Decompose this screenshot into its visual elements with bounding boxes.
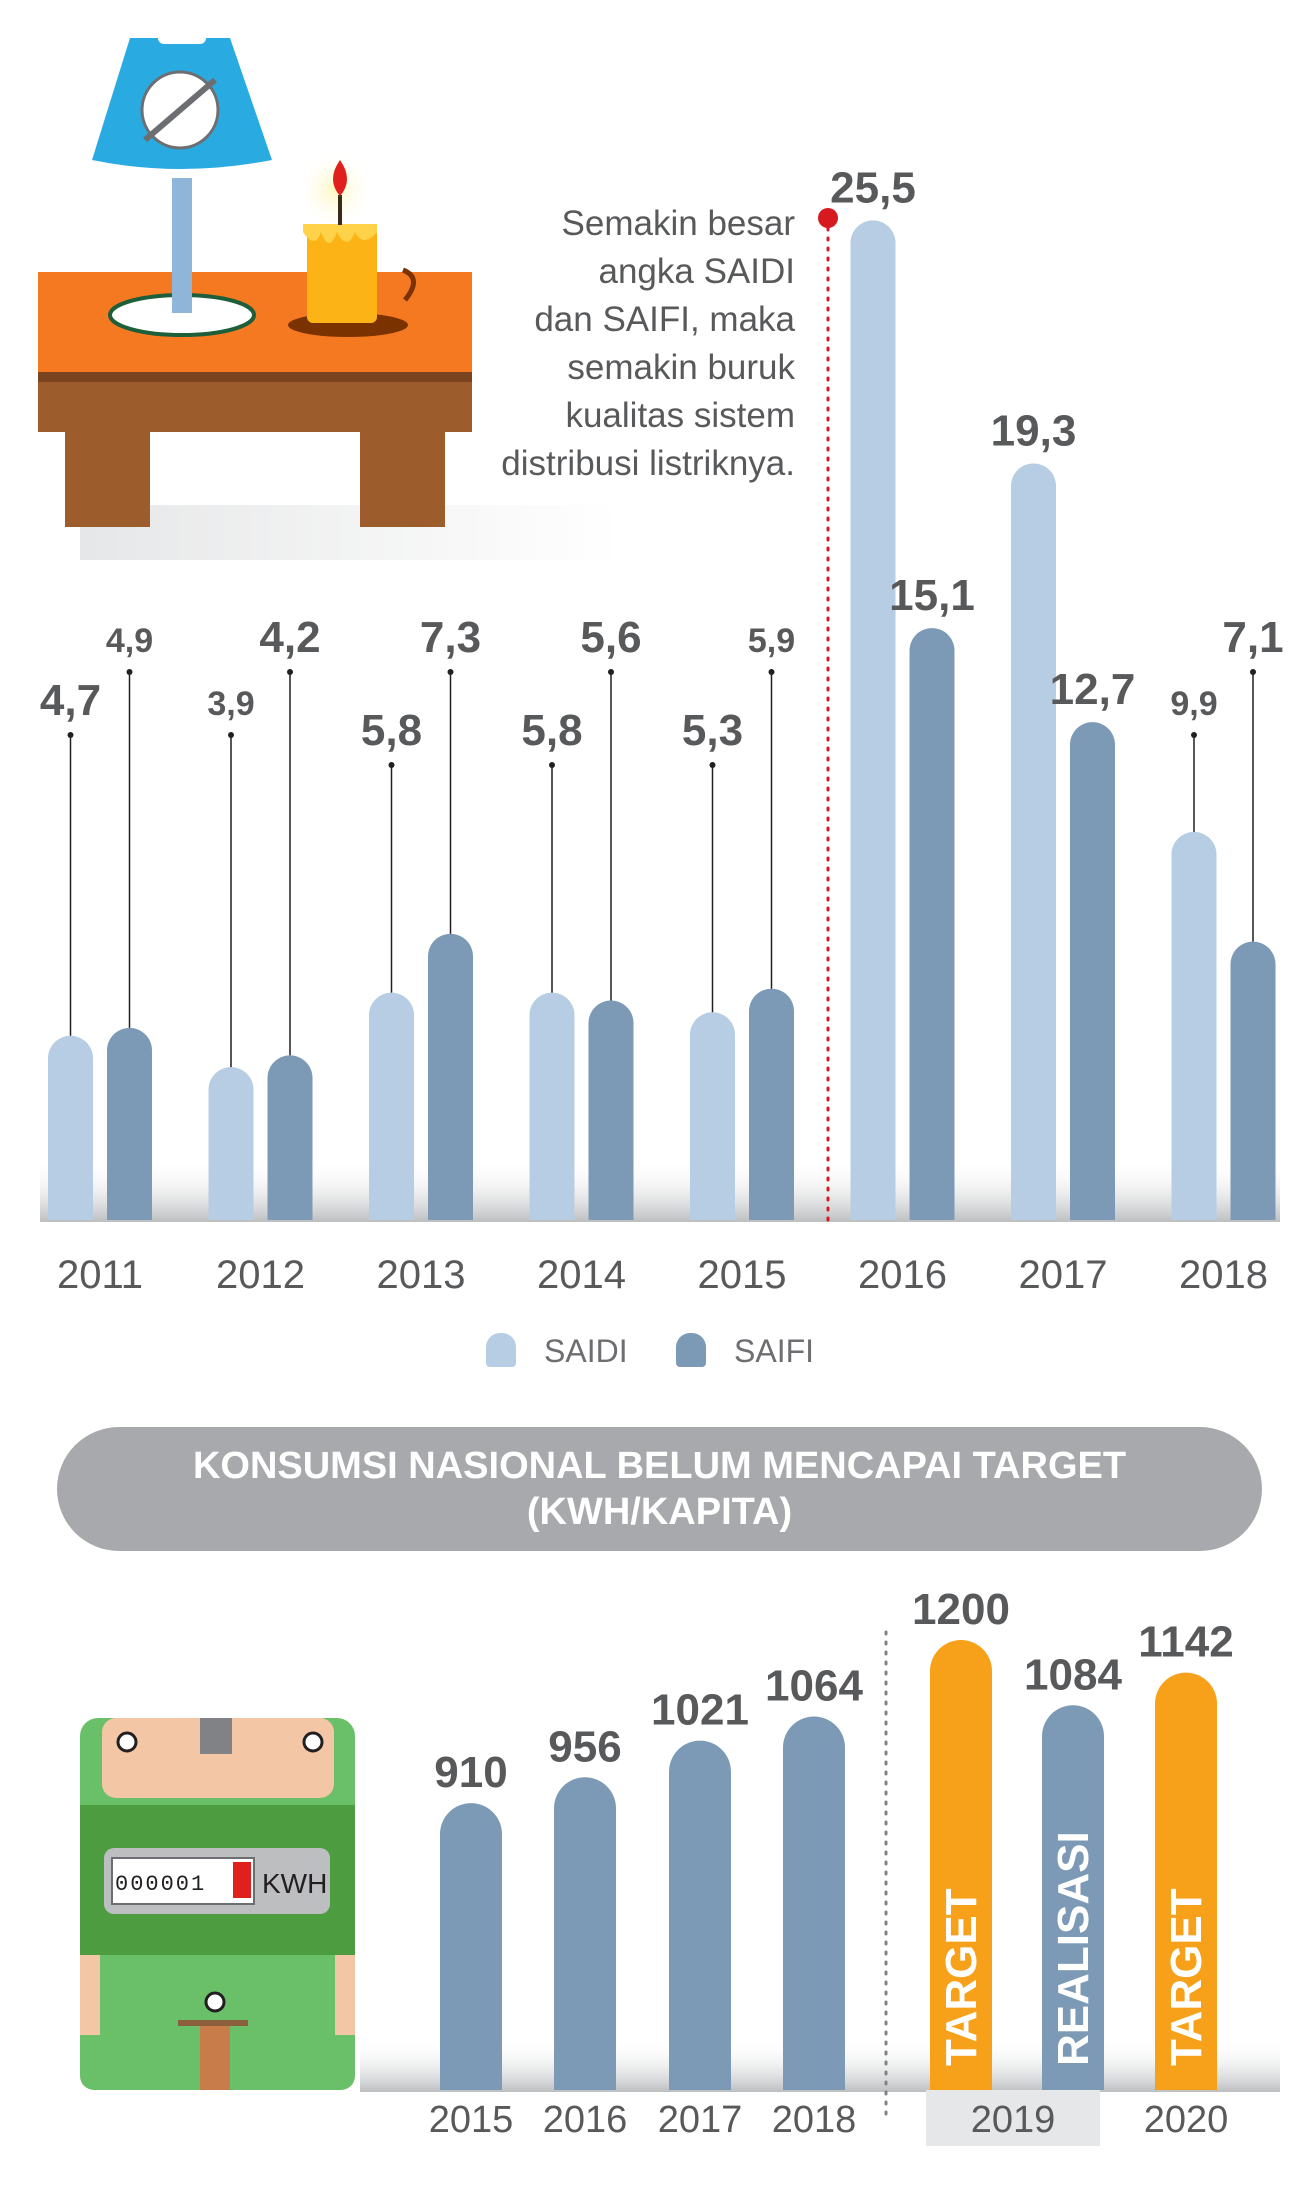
realisasi-bar (554, 1777, 616, 2090)
saidi-bar (690, 1012, 735, 1220)
data-label: 7,1 (1222, 613, 1283, 662)
leader-dot (228, 732, 234, 738)
leader-dot (1191, 732, 1197, 738)
data-label: 910 (434, 1748, 507, 1797)
saifi-bar (909, 628, 955, 1220)
year-band-2019 (926, 2090, 1100, 2146)
x-tick-label: 2016 (543, 2099, 628, 2141)
saifi-bar (1230, 941, 1276, 1220)
x-tick-label: 2017 (658, 2099, 743, 2141)
note-line: semakin buruk (567, 348, 795, 387)
data-label: 1142 (1138, 1618, 1233, 1667)
realisasi-bar (783, 1716, 845, 2090)
note-line: angka SAIDI (598, 252, 796, 291)
data-label: 1021 (651, 1686, 749, 1735)
saidi-bar (369, 992, 414, 1220)
data-label: 7,3 (420, 613, 481, 662)
leader-dot (1250, 669, 1256, 675)
leader-dot (768, 669, 775, 675)
saifi-swatch (676, 1333, 706, 1367)
note-line: Semakin besar (561, 204, 795, 243)
leader-dot (549, 762, 555, 768)
data-label: 5,8 (521, 706, 582, 755)
leader-dot (608, 669, 614, 675)
data-label: 9,9 (1170, 685, 1217, 723)
note-line: dan SAIFI, maka (534, 300, 795, 339)
data-label: 1084 (1024, 1650, 1122, 1699)
legend-label: SAIDI (544, 1333, 628, 1369)
section-banner: KONSUMSI NASIONAL BELUM MENCAPAI TARGET … (57, 1427, 1262, 1551)
data-label: 19,3 (991, 406, 1077, 455)
x-tick-label: 2011 (57, 1253, 143, 1297)
data-label: 1064 (765, 1662, 863, 1711)
data-label: 4,7 (40, 676, 101, 725)
note-line: distribusi listriknya. (501, 444, 795, 483)
x-tick-label: 2017 (1019, 1253, 1108, 1297)
data-label: 1200 (912, 1585, 1010, 1634)
data-label: 5,6 (580, 613, 641, 662)
saidi-bar (1171, 831, 1217, 1220)
banner-subtitle: (KWH/KAPITA) (526, 1491, 793, 1533)
data-label: 4,2 (259, 613, 320, 662)
x-tick-label: 2014 (537, 1253, 626, 1297)
leader-dot (388, 762, 395, 768)
data-label: 5,8 (361, 706, 422, 755)
data-label: 3,9 (207, 685, 254, 723)
saidi-bar (529, 992, 575, 1220)
leader-dot (287, 669, 293, 675)
banner-title: KONSUMSI NASIONAL BELUM MENCAPAI TARGET (192, 1445, 1127, 1487)
saidi-bar (1011, 463, 1056, 1220)
data-label: 25,5 (830, 163, 916, 212)
x-tick-label: 2018 (1179, 1253, 1268, 1297)
x-tick-label: 2013 (377, 1253, 466, 1297)
leader-dot (126, 669, 133, 675)
x-tick-label: 2015 (698, 1253, 787, 1297)
divider-marker (818, 208, 838, 228)
leader-dot (709, 762, 716, 768)
saidi-saifi-chart: 4,74,9 2011 3,94,2 2012 5,8 7,3 2013 5,8 5,6 2014… (40, 163, 1284, 1297)
saifi-bar (107, 1027, 152, 1220)
saidi-swatch (486, 1333, 516, 1367)
leader-dot (67, 732, 74, 738)
realisasi-bar (669, 1740, 731, 2090)
legend-label: SAIFI (734, 1333, 815, 1369)
data-label: 5,9 (748, 622, 795, 660)
leader-dot (447, 669, 454, 675)
saifi-bar (749, 988, 794, 1220)
x-tick-label: 2015 (429, 2099, 514, 2141)
saidi-bar (208, 1067, 254, 1220)
bar-inner-label: TARGET (937, 1888, 986, 2066)
realisasi-bar (440, 1803, 502, 2090)
target-bar (930, 1640, 992, 2090)
x-tick-label: 2019 (971, 2099, 1056, 2141)
saidi-bar (48, 1035, 93, 1220)
data-label: 15,1 (889, 571, 975, 620)
data-label: 5,3 (682, 706, 743, 755)
chart-note: Semakin besar angka SAIDI dan SAIFI, mak… (440, 200, 795, 488)
x-tick-label: 2016 (858, 1253, 947, 1297)
saidi-bar (850, 220, 896, 1220)
data-label: 956 (548, 1722, 621, 1771)
data-label: 12,7 (1050, 665, 1136, 714)
x-tick-label: 2012 (216, 1253, 305, 1297)
data-label: 4,9 (106, 622, 153, 660)
x-tick-label: 2018 (772, 2099, 857, 2141)
saifi-bar (267, 1055, 313, 1220)
x-tick-label: 2020 (1144, 2099, 1229, 2141)
saifi-bar (588, 1000, 634, 1220)
note-line: kualitas sistem (565, 396, 795, 435)
bar-inner-label: REALISASI (1049, 1831, 1098, 2066)
target-bar (1155, 1672, 1217, 2090)
bar-inner-label: TARGET (1162, 1888, 1211, 2066)
saifi-bar (1070, 722, 1115, 1220)
realisasi-bar (1042, 1705, 1104, 2090)
saifi-bar (428, 933, 473, 1220)
